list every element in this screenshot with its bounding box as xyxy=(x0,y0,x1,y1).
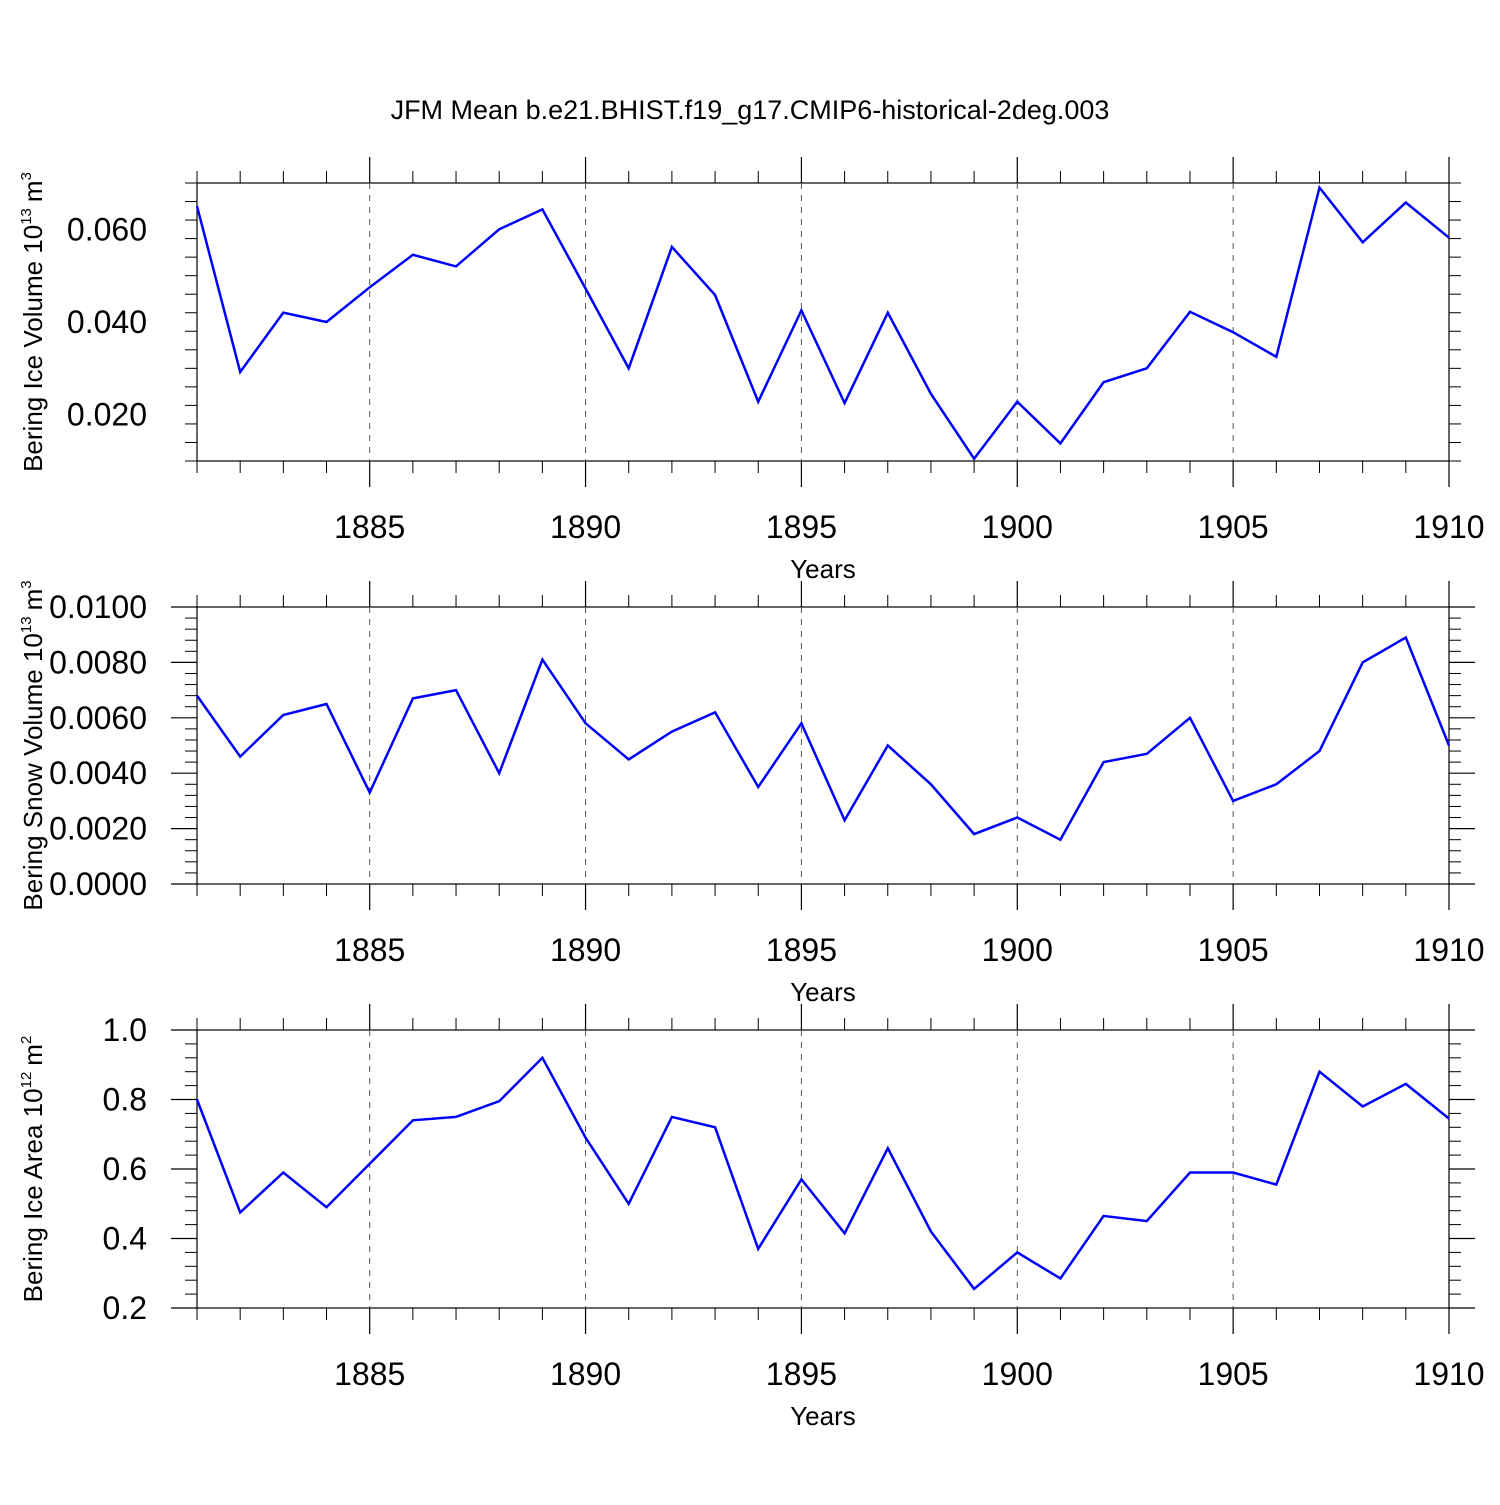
x-tick-label: 1895 xyxy=(766,1356,837,1392)
y-axis-title-text: Bering Ice Volume 10 xyxy=(18,225,48,472)
y-axis-title-unit-power: 3 xyxy=(18,172,35,180)
y-axis-title: Bering Snow Volume 1013 m3 xyxy=(18,580,48,910)
y-tick-label: 0.0020 xyxy=(49,811,147,847)
y-axis-title: Bering Ice Volume 1013 m3 xyxy=(18,172,48,472)
plot-frame xyxy=(196,606,1450,885)
y-tick-label: 0.060 xyxy=(67,211,147,247)
x-tick-label: 1910 xyxy=(1413,509,1484,545)
y-tick-label: 0.4 xyxy=(103,1221,147,1257)
chart-title: JFM Mean b.e21.BHIST.f19_g17.CMIP6-histo… xyxy=(391,95,1110,125)
x-axis-title: Years xyxy=(790,977,856,1007)
plot-frame xyxy=(196,182,1450,462)
y-tick-label: 0.8 xyxy=(103,1082,147,1118)
x-tick-label: 1885 xyxy=(334,1356,405,1392)
x-tick-label: 1900 xyxy=(982,509,1053,545)
y-axis-title: Bering Ice Area 1012 m2 xyxy=(18,1036,48,1303)
y-axis-title-text: Bering Snow Volume 10 xyxy=(18,633,48,911)
x-tick-label: 1885 xyxy=(334,932,405,968)
data-series-line xyxy=(195,184,1450,461)
x-axis-title: Years xyxy=(790,1401,856,1431)
y-axis-title-exponent: 13 xyxy=(18,616,35,633)
y-axis-title-unit: m xyxy=(18,180,48,202)
x-tick-label: 1905 xyxy=(1198,1356,1269,1392)
y-tick-label: 0.0060 xyxy=(49,700,147,736)
x-tick-label: 1895 xyxy=(766,509,837,545)
y-tick-label: 0.0000 xyxy=(49,866,147,902)
y-tick-label: 1.0 xyxy=(103,1012,147,1048)
data-series-line xyxy=(195,1055,1450,1291)
x-tick-label: 1890 xyxy=(550,932,621,968)
y-axis-title-unit-power: 3 xyxy=(18,580,35,588)
x-tick-label: 1900 xyxy=(982,1356,1053,1392)
data-series-line xyxy=(195,635,1451,842)
y-tick-label: 0.0080 xyxy=(49,644,147,680)
x-tick-label: 1885 xyxy=(334,509,405,545)
panel-3: 0.2 0.4 0.6 0.8 1.0 1885 1890 1895 1900 1905 1910 Y… xyxy=(18,1004,1485,1431)
plot-frame xyxy=(196,1029,1450,1309)
y-tick-label: 0.040 xyxy=(67,304,147,340)
x-tick-label: 1910 xyxy=(1413,932,1484,968)
panel-2: 0.0000 0.0020 0.0040 0.0060 0.0080 0.0100 1885… xyxy=(18,580,1485,1007)
x-tick-label: 1910 xyxy=(1413,1356,1484,1392)
x-tick-label: 1895 xyxy=(766,932,837,968)
y-axis-title-unit: m xyxy=(18,1044,48,1066)
y-axis-title-exponent: 12 xyxy=(18,1072,35,1089)
y-tick-label: 0.020 xyxy=(67,397,147,433)
x-tick-label: 1890 xyxy=(550,1356,621,1392)
x-tick-label: 1890 xyxy=(550,509,621,545)
y-tick-label: 0.2 xyxy=(103,1290,147,1326)
y-tick-label: 0.0040 xyxy=(49,755,147,791)
y-axis-title-unit: m xyxy=(18,589,48,611)
y-axis-title-unit-power: 2 xyxy=(18,1036,35,1044)
y-tick-label: 0.6 xyxy=(103,1151,147,1187)
y-axis-title-text: Bering Ice Area 10 xyxy=(18,1088,48,1302)
y-axis-title-exponent: 13 xyxy=(18,208,35,225)
y-tick-label: 0.0100 xyxy=(49,589,147,625)
x-tick-label: 1900 xyxy=(982,932,1053,968)
x-axis-title: Years xyxy=(790,554,856,584)
x-tick-label: 1905 xyxy=(1198,509,1269,545)
panel-1: 0.020 0.040 0.060 1885 1890 1895 1900 1905 1910 Y… xyxy=(18,157,1485,584)
x-tick-label: 1905 xyxy=(1198,932,1269,968)
